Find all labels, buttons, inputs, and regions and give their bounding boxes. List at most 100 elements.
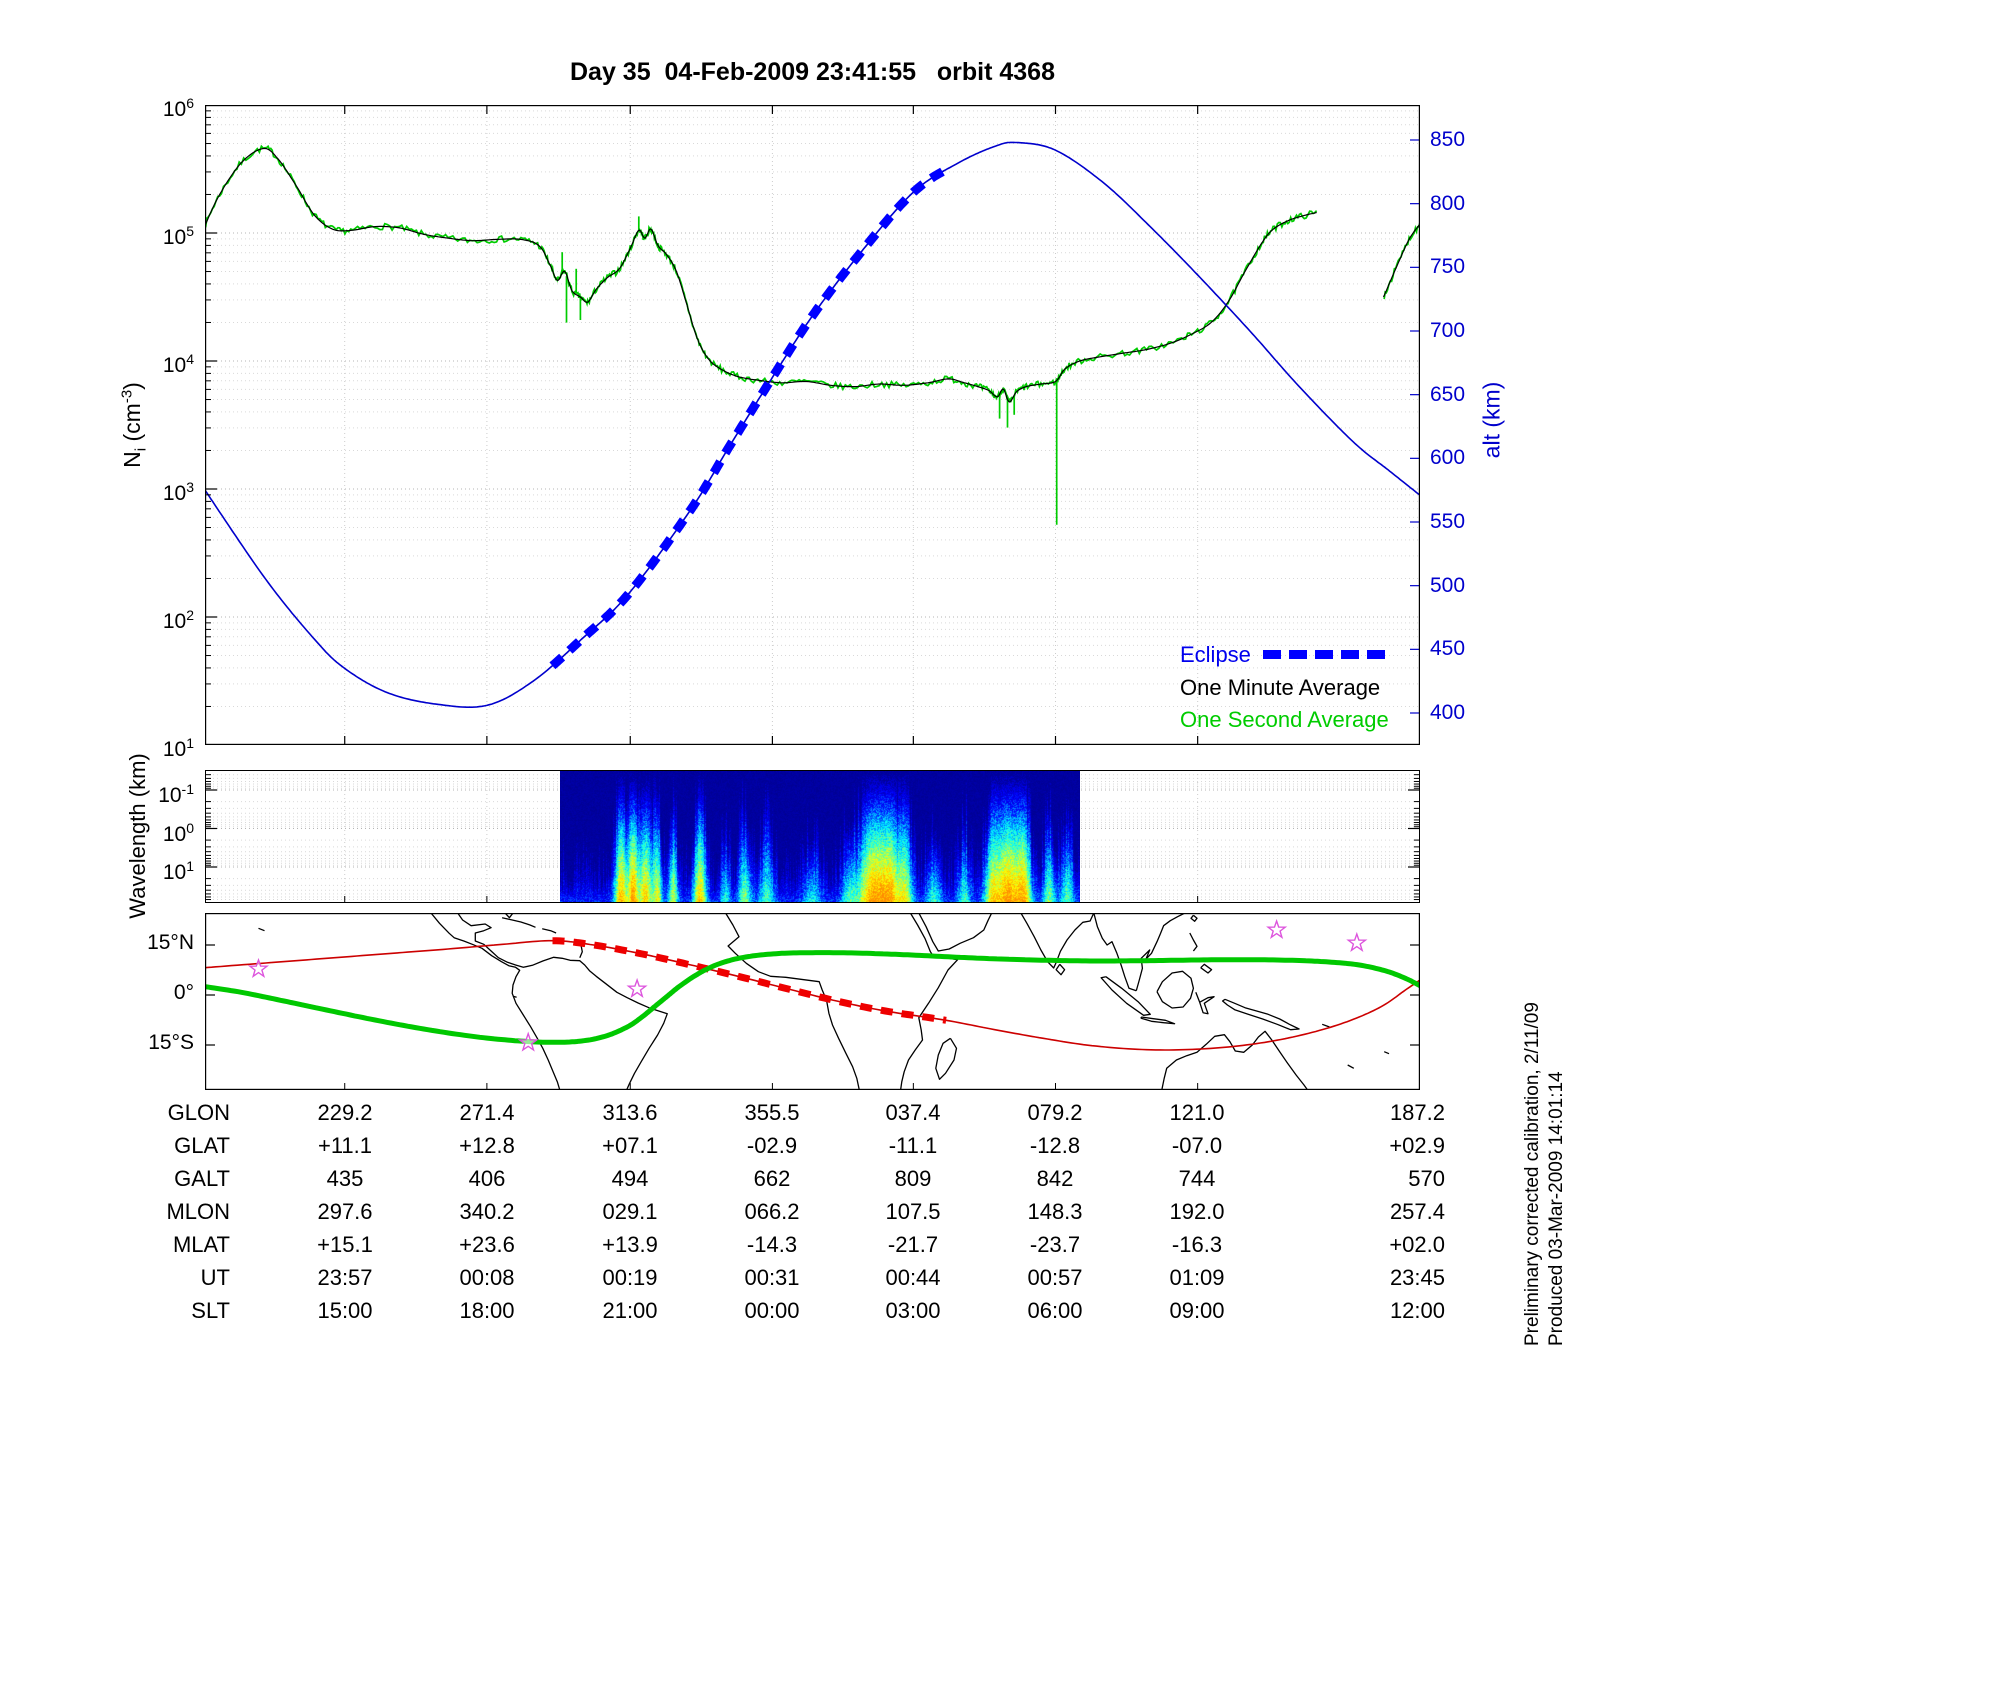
coastline (1189, 932, 1198, 952)
ni-label-pre: N (119, 451, 146, 468)
coastline (504, 913, 514, 919)
plot-border (205, 105, 1420, 745)
coastline (899, 913, 959, 1090)
table-cell: -11.1 (888, 1133, 938, 1158)
plot-background (205, 105, 1420, 745)
ni-tick-label: 101 (162, 735, 194, 761)
table-cell: -23.7 (1029, 1232, 1081, 1257)
eclipse-legend-dash-sample (1263, 650, 1385, 659)
table-cell: 037.4 (885, 1100, 941, 1125)
alt-tick-label: 700 (1430, 319, 1466, 342)
coastline (1221, 998, 1300, 1031)
table-cell: 257.4 (1389, 1199, 1445, 1224)
coastline (1100, 976, 1151, 1016)
table-cell: -07.0 (1171, 1133, 1223, 1158)
coastline (258, 927, 265, 932)
ground-track-map (205, 913, 1420, 1090)
coastline (1055, 963, 1066, 976)
table-cell: 494 (611, 1166, 649, 1191)
table-cell: -12.8 (1029, 1133, 1081, 1158)
table-cell: 00:08 (459, 1265, 515, 1290)
ni-label-mid: (cm (119, 403, 146, 448)
table-cell: 187.2 (1389, 1100, 1445, 1125)
alt-tick-label: 500 (1430, 573, 1466, 597)
table-row-label: MLON (166, 1199, 230, 1224)
wavelength-tick-label: 10-1 (158, 781, 194, 807)
eclipse-ground-track (552, 937, 947, 1024)
table-cell: 03:00 (885, 1298, 941, 1323)
wavelength-spectrogram (559, 771, 1080, 902)
table-cell: -14.3 (746, 1232, 798, 1257)
ground-station-star (247, 957, 270, 979)
table-cell: +11.1 (317, 1133, 373, 1158)
wavelength-tick-label: 101 (162, 858, 194, 884)
alt-tick-label: 450 (1430, 637, 1466, 661)
coastline (1347, 1064, 1355, 1069)
table-cell: 570 (1408, 1166, 1445, 1191)
coastline (457, 913, 668, 1090)
table-cell: 00:44 (885, 1265, 941, 1290)
coastline (1135, 913, 1186, 991)
table-cell: 00:19 (602, 1265, 658, 1290)
coastline (501, 917, 536, 928)
table-cell: 313.6 (602, 1100, 658, 1125)
table-cell: +23.6 (459, 1232, 515, 1257)
ni-tick-label: 102 (162, 607, 194, 633)
coastline (512, 995, 517, 998)
alt-tick-label: 600 (1430, 446, 1466, 470)
alt-tick-label: 400 (1430, 701, 1466, 724)
table-cell: 09:00 (1169, 1298, 1225, 1323)
table-cell: 00:31 (744, 1265, 800, 1290)
ni-axis-label: Ni (cm-3) (118, 382, 149, 468)
table-cell: 066.2 (744, 1199, 800, 1224)
coastline (542, 928, 557, 934)
table-cell: 271.4 (459, 1100, 515, 1125)
coastline (430, 913, 561, 1090)
ni-tick-label: 105 (162, 223, 194, 249)
map-border (205, 913, 1420, 1090)
table-cell: 121.0 (1169, 1100, 1225, 1125)
coastline (1156, 970, 1195, 1009)
table-row-label: UT (200, 1265, 230, 1290)
one-minute-average-curve (1382, 223, 1420, 298)
table-row-label: GLON (167, 1100, 230, 1125)
coastline (1383, 1051, 1390, 1055)
table-cell: +13.9 (602, 1232, 658, 1257)
coastline (1140, 1016, 1176, 1025)
ground-station-star (517, 1031, 539, 1052)
alt-tick-label: 550 (1430, 510, 1466, 533)
table-cell: +15.1 (317, 1232, 373, 1257)
table-cell: -16.3 (1171, 1232, 1223, 1257)
ground-station-star (1266, 918, 1288, 940)
coastline (1161, 1030, 1309, 1090)
table-cell: 355.5 (744, 1100, 800, 1125)
table-cell: +02.9 (1389, 1133, 1445, 1158)
alt-tick-label: 800 (1430, 191, 1466, 215)
coastline (725, 913, 860, 1090)
table-cell: -21.7 (887, 1232, 939, 1257)
ni-label-post: ) (119, 382, 146, 390)
table-row-label: SLT (191, 1298, 230, 1323)
table-cell: 297.6 (317, 1199, 373, 1224)
coastline (935, 1037, 958, 1080)
wavelength-tick-label: 100 (162, 819, 194, 846)
table-cell: +07.1 (602, 1133, 658, 1158)
table-cell: 107.5 (885, 1199, 941, 1224)
table-cell: 148.3 (1027, 1199, 1083, 1224)
map-background (205, 913, 1420, 1090)
table-cell: 340.2 (459, 1199, 515, 1224)
table-cell: 15:00 (317, 1298, 373, 1323)
table-cell: 23:57 (317, 1265, 373, 1290)
table-cell: 029.1 (602, 1199, 658, 1224)
green-ground-track (205, 950, 1420, 1045)
alt-tick-label: 750 (1430, 255, 1466, 279)
gridlines (205, 105, 1420, 745)
one-second-average-curve (205, 144, 1318, 403)
legend-one-second-average: One Second Average (1180, 707, 1389, 732)
alt-tick-label: 850 (1430, 128, 1466, 151)
ground-station-star (1346, 931, 1368, 953)
coastline (1195, 992, 1215, 1015)
table-cell: -02.9 (746, 1133, 798, 1158)
coastline (1093, 913, 1137, 992)
